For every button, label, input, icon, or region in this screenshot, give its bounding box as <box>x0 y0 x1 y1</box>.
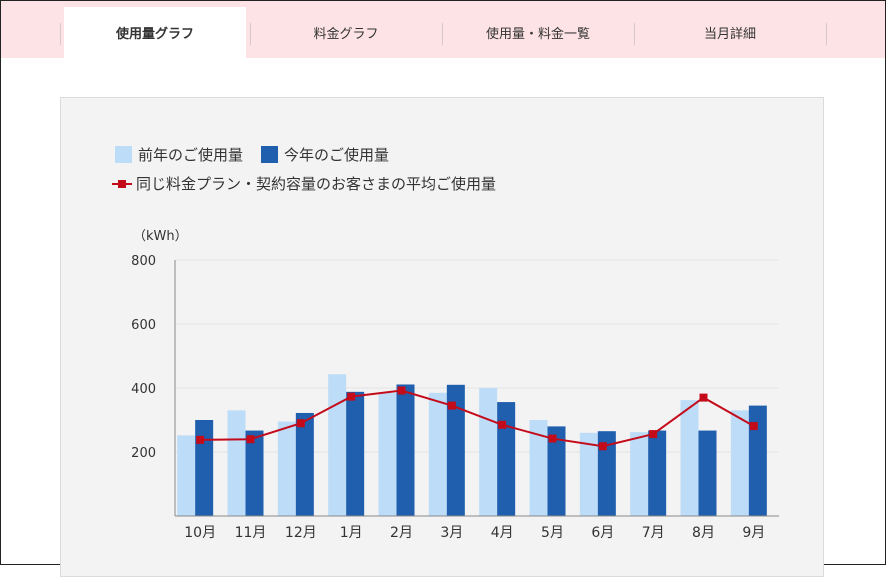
bar-this-year <box>748 405 767 516</box>
tab-divider <box>442 23 443 45</box>
tab-divider <box>250 23 251 45</box>
legend-label-average: 同じ料金プラン・契約容量のお客さまの平均ご使用量 <box>136 175 497 193</box>
legend-line-series: 同じ料金プラン・契約容量のお客さまの平均ご使用量 <box>112 173 496 194</box>
average-point <box>397 386 406 395</box>
average-point <box>447 401 456 410</box>
average-point <box>347 392 356 401</box>
bar-prev-year <box>378 392 397 516</box>
x-tick-label: 11月 <box>235 525 267 541</box>
bar-this-year <box>597 431 616 516</box>
tab-divider <box>826 23 827 45</box>
bar-this-year <box>295 412 314 516</box>
x-tick-label: 1月 <box>340 525 363 541</box>
tab-divider <box>634 23 635 45</box>
prev-year-swatch <box>115 146 132 163</box>
legend-label-prev-year: 前年のご使用量 <box>138 146 244 164</box>
x-tick-label: 5月 <box>541 525 564 541</box>
bar-this-year <box>195 420 214 516</box>
bar-prev-year <box>579 432 598 516</box>
tab-bar: 使用量グラフ 料金グラフ 使用量・料金一覧 当月詳細 <box>1 1 885 58</box>
usage-chart: 200 400 600 800 （kWh） 10月 11月 12月 1月 2月 3月 4月 5月 6月 7月… <box>131 229 779 541</box>
tab-usage-price-list[interactable]: 使用量・料金一覧 <box>485 27 590 42</box>
x-tick-label: 2月 <box>390 525 413 541</box>
bar-prev-year <box>428 392 447 516</box>
x-tick-label: 3月 <box>440 525 463 541</box>
bar-prev-year <box>630 432 649 516</box>
bar-prev-year <box>177 435 196 516</box>
tab-price-graph[interactable]: 料金グラフ <box>313 27 379 42</box>
x-tick-label: 10月 <box>184 525 216 541</box>
bar-prev-year <box>277 421 296 516</box>
average-point <box>749 422 758 431</box>
y-unit-label: （kWh） <box>133 229 188 244</box>
x-tick-label: 9月 <box>742 525 765 541</box>
bar-this-year <box>648 430 667 516</box>
tab-usage-graph[interactable]: 使用量グラフ <box>64 7 246 58</box>
bar-this-year <box>346 391 365 516</box>
legend-label-this-year: 今年のご使用量 <box>284 146 390 164</box>
bar-prev-year <box>730 410 749 516</box>
average-point <box>196 435 205 444</box>
tab-current-month-detail[interactable]: 当月詳細 <box>703 27 756 42</box>
average-line <box>200 389 755 448</box>
legend-bar-series: 前年のご使用量 今年のご使用量 <box>115 144 389 165</box>
this-year-swatch <box>261 146 279 163</box>
average-point <box>498 420 507 429</box>
y-tick-label: 200 <box>131 446 156 461</box>
x-tick-label: 7月 <box>642 525 665 541</box>
bar-prev-year <box>680 400 699 516</box>
bar-this-year <box>698 430 717 516</box>
bar-prev-year <box>328 374 347 516</box>
bar-prev-year <box>529 420 548 516</box>
x-tick-label: 12月 <box>285 525 317 541</box>
y-tick-label: 800 <box>131 254 156 269</box>
x-tick-label: 4月 <box>491 525 514 541</box>
x-tick-label: 6月 <box>591 525 614 541</box>
average-point <box>649 430 658 439</box>
average-line-swatch <box>112 178 132 190</box>
average-point <box>548 434 557 443</box>
y-tick-label: 600 <box>131 318 156 333</box>
y-tick-label: 400 <box>131 382 156 397</box>
bar-this-year <box>497 402 516 516</box>
tab-divider <box>60 23 61 45</box>
average-point <box>296 419 305 428</box>
average-point <box>598 442 607 451</box>
bar-this-year <box>396 384 415 516</box>
x-tick-label: 8月 <box>692 525 715 541</box>
bar-this-year <box>245 430 264 516</box>
bar-this-year <box>446 384 465 516</box>
bar-this-year <box>547 426 566 516</box>
bar-prev-year <box>227 410 246 516</box>
average-point <box>246 435 255 444</box>
average-point <box>699 393 708 402</box>
bar-prev-year <box>479 388 498 516</box>
